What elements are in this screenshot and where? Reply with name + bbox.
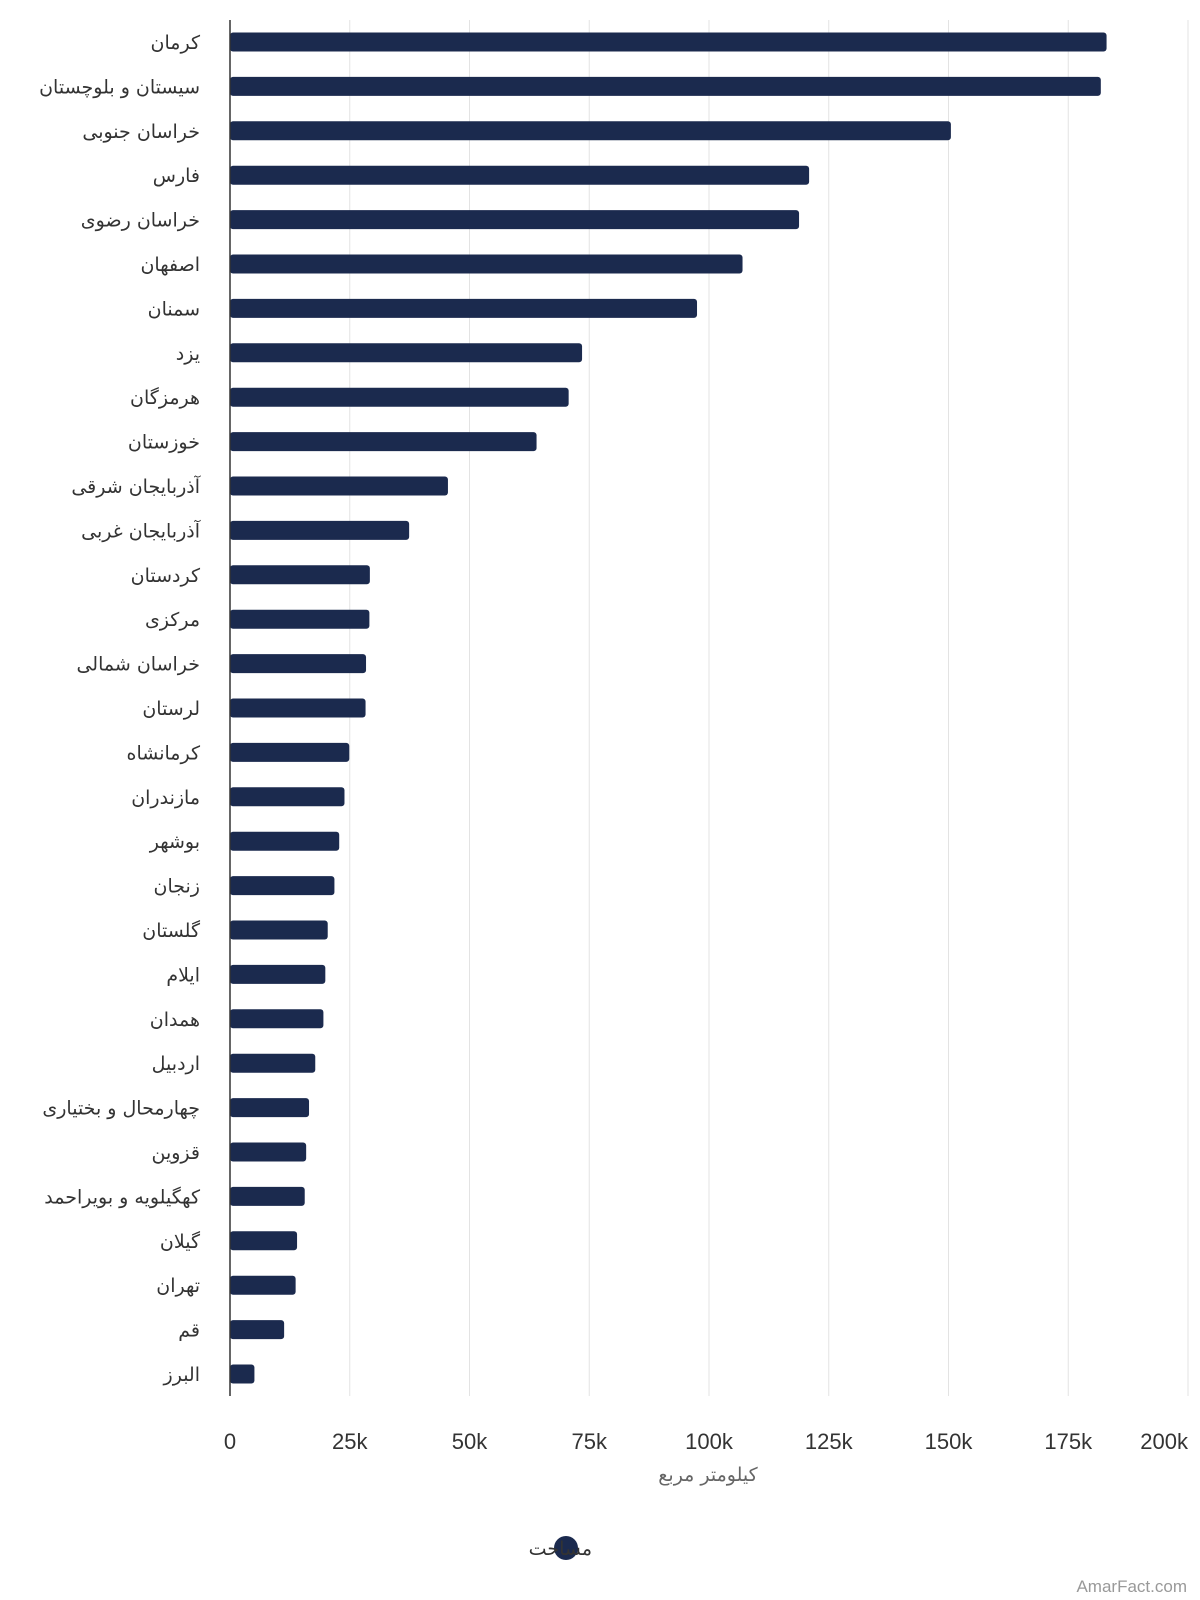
bar[interactable]	[230, 742, 350, 762]
category-label: اردبیل	[152, 1053, 200, 1075]
category-label: کهگیلویه و بویراحمد	[44, 1185, 201, 1208]
category-label: مرکزی	[145, 609, 200, 631]
category-label: کرمان	[151, 32, 201, 54]
bar[interactable]	[230, 1009, 324, 1029]
x-tick-label: 50k	[452, 1429, 488, 1454]
bar[interactable]	[230, 432, 537, 452]
category-label: تهران	[156, 1275, 200, 1297]
bar[interactable]	[230, 32, 1107, 52]
bar[interactable]	[230, 1186, 305, 1206]
bar[interactable]	[230, 654, 367, 674]
bar[interactable]	[230, 1098, 310, 1118]
bar[interactable]	[230, 76, 1101, 96]
category-label: گیلان	[160, 1230, 201, 1253]
category-label: خراسان جنوبی	[82, 121, 200, 143]
category-label: مازندران	[131, 787, 200, 809]
category-label: خراسان رضوی	[81, 210, 200, 232]
legend-label: مساحت	[529, 1538, 592, 1560]
x-tick-label: 75k	[572, 1429, 608, 1454]
bar[interactable]	[230, 876, 335, 896]
bar[interactable]	[230, 387, 569, 407]
category-label: خوزستان	[128, 432, 200, 454]
category-label: سیستان و بلوچستان	[39, 76, 200, 98]
category-labels: کرمان سیستان و بلوچستان خراسان جنوبی فارس خر…	[39, 32, 201, 1386]
category-label: خراسان شمالی	[76, 654, 200, 676]
bar[interactable]	[230, 1231, 298, 1251]
bar[interactable]	[230, 1275, 296, 1295]
category-label: قم	[178, 1320, 200, 1342]
bar[interactable]	[230, 165, 810, 185]
legend[interactable]: مساحت	[529, 1536, 592, 1560]
category-label: کردستان	[131, 565, 201, 587]
x-tick-labels: 0 25k 50k 75k 100k 125k 150k 175k 200k	[224, 1429, 1189, 1454]
bar[interactable]	[230, 1142, 307, 1162]
category-label: زنجان	[154, 876, 200, 898]
credit-text[interactable]: AmarFact.com	[1076, 1577, 1187, 1596]
bar[interactable]	[230, 343, 583, 363]
legend-marker	[554, 1536, 578, 1560]
category-label: چهارمحال و بختیاری	[42, 1098, 200, 1120]
category-label: کرمانشاه	[127, 742, 201, 764]
x-tick-label: 0	[224, 1429, 236, 1454]
bar[interactable]	[230, 1053, 316, 1073]
category-label: گلستان	[142, 919, 201, 942]
x-tick-label: 200k	[1140, 1429, 1189, 1454]
bar[interactable]	[230, 787, 345, 807]
bar[interactable]	[230, 210, 800, 230]
category-label: ایلام	[166, 964, 200, 986]
bar[interactable]	[230, 298, 698, 318]
category-label: آذربایجان شرقی	[71, 474, 200, 498]
bar[interactable]	[230, 698, 366, 718]
category-label: همدان	[150, 1009, 200, 1031]
category-label: آذربایجان غربی	[81, 518, 201, 542]
x-tick-label: 150k	[925, 1429, 974, 1454]
category-label: سمنان	[148, 298, 200, 320]
bar[interactable]	[230, 1364, 255, 1384]
bar[interactable]	[230, 831, 340, 851]
bar[interactable]	[230, 609, 370, 629]
x-tick-label: 175k	[1044, 1429, 1093, 1454]
category-label: بوشهر	[149, 831, 200, 853]
gridlines	[349, 20, 1189, 1396]
category-label: لرستان	[142, 698, 200, 720]
x-tick-label: 100k	[685, 1429, 734, 1454]
category-label: البرز	[163, 1364, 200, 1386]
bar[interactable]	[230, 121, 951, 141]
bar[interactable]	[230, 476, 448, 496]
bar[interactable]	[230, 520, 410, 540]
bar[interactable]	[230, 964, 326, 984]
category-label: هرمزگان	[130, 386, 200, 409]
bars	[230, 32, 1107, 1384]
bar[interactable]	[230, 1320, 285, 1340]
bar[interactable]	[230, 565, 370, 585]
category-label: فارس	[153, 165, 200, 187]
category-label: اصفهان	[140, 254, 200, 276]
bar[interactable]	[230, 254, 743, 274]
x-axis-title: کیلومتر مربع	[658, 1464, 758, 1486]
x-tick-label: 125k	[805, 1429, 854, 1454]
bar[interactable]	[230, 920, 328, 940]
category-label: یزد	[176, 343, 200, 365]
x-tick-label: 25k	[332, 1429, 368, 1454]
category-label: قزوین	[152, 1142, 201, 1164]
